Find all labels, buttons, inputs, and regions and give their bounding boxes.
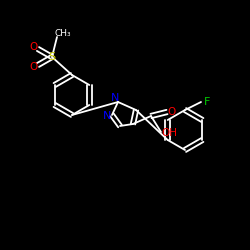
Text: O: O	[30, 42, 38, 52]
Text: N: N	[103, 111, 111, 121]
Text: CH₃: CH₃	[55, 28, 71, 38]
Text: O: O	[168, 107, 176, 117]
Text: O: O	[30, 62, 38, 72]
Text: S: S	[48, 52, 56, 62]
Text: OH: OH	[161, 128, 177, 138]
Text: F: F	[204, 97, 210, 107]
Text: N: N	[111, 93, 119, 103]
